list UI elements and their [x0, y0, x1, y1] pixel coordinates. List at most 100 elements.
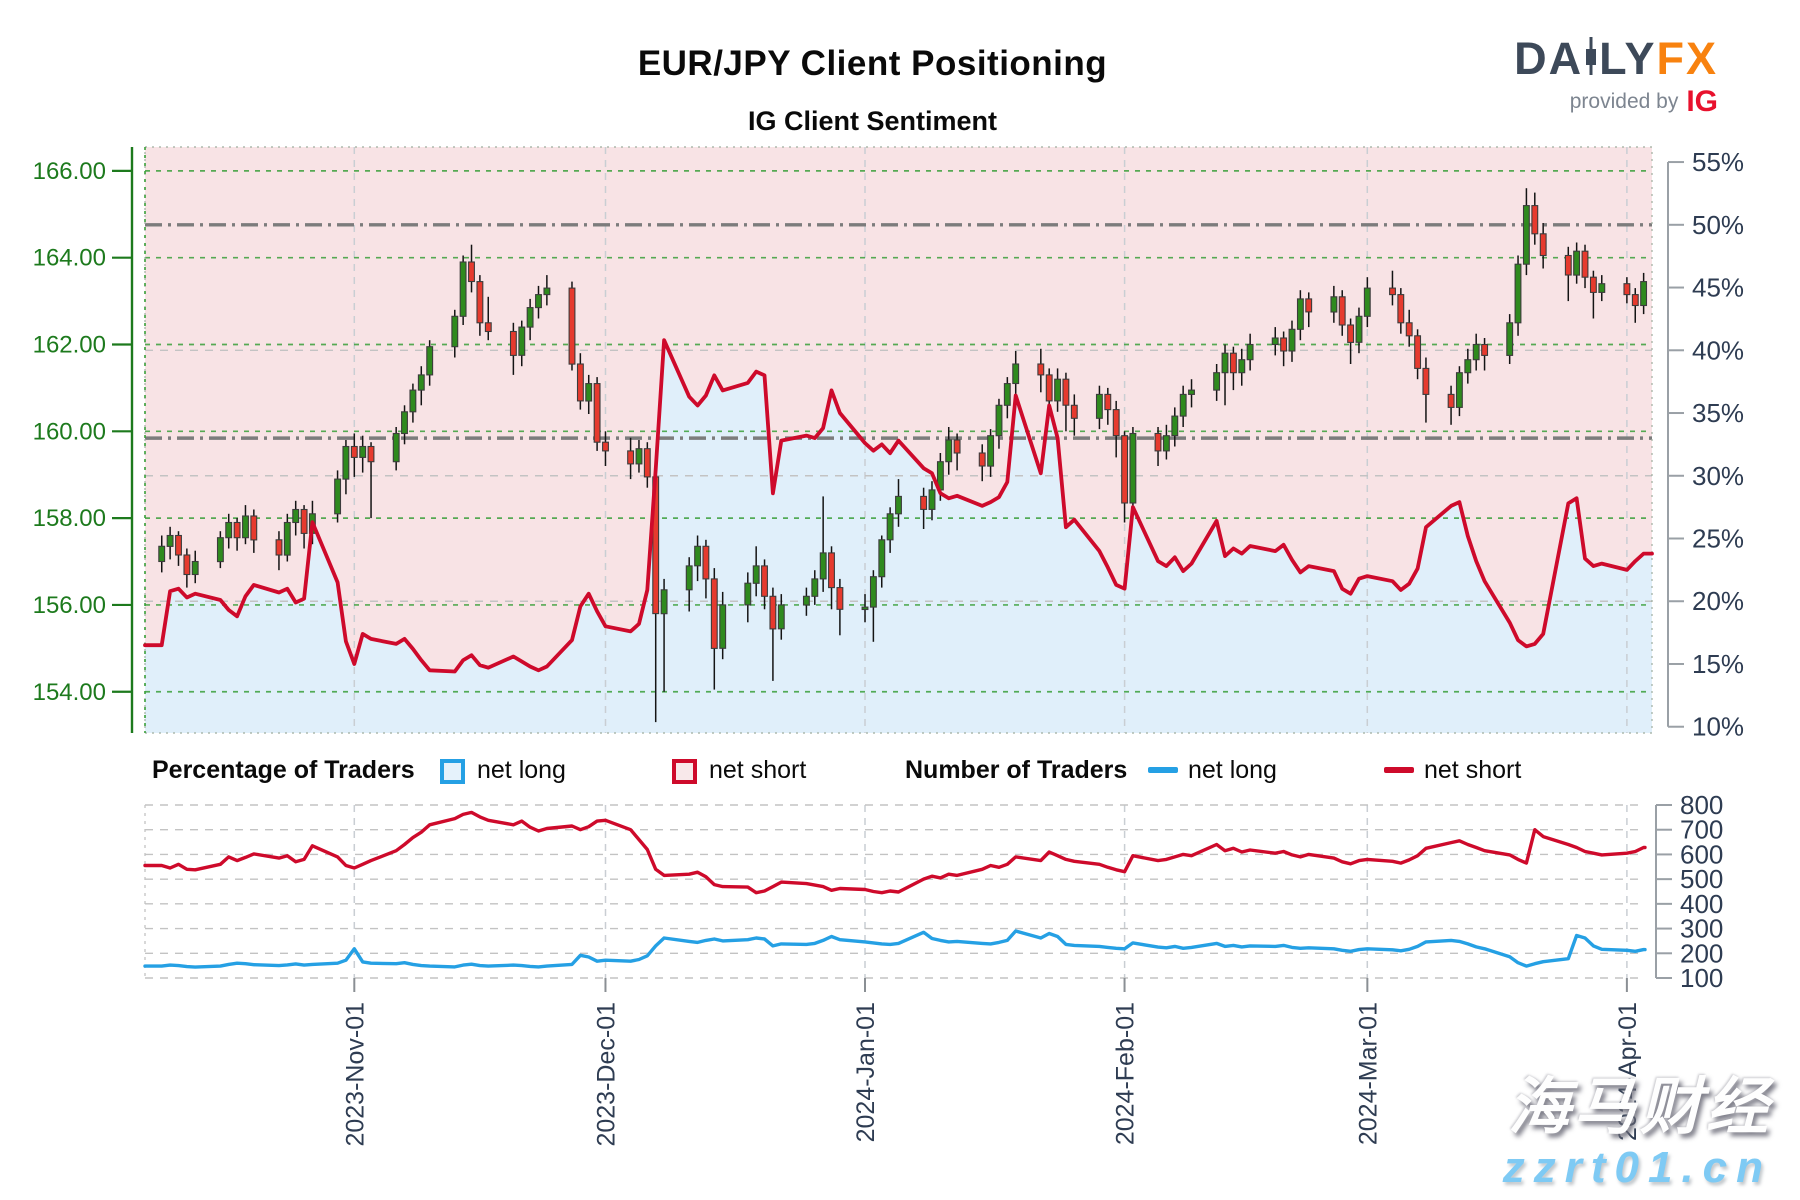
- candle-down: [1531, 205, 1539, 235]
- date-label: 2023-Nov-01: [341, 1002, 369, 1147]
- candle-up: [342, 445, 350, 480]
- traders-net-short-line: [143, 810, 1647, 895]
- candle-down: [769, 595, 777, 630]
- candle-down: [1631, 294, 1639, 307]
- candle-up: [811, 578, 819, 597]
- dailyfx-brand: DA LYFX: [1514, 36, 1718, 83]
- candle-up: [945, 439, 953, 463]
- candle-up: [777, 604, 785, 630]
- candle-down: [1229, 352, 1237, 374]
- net-long-line-swatch: [1148, 767, 1178, 773]
- left-axis-label: 160.00: [33, 418, 106, 445]
- candle-up: [819, 552, 827, 580]
- legend-net-short-num-label: net short: [1424, 756, 1522, 784]
- watermark-url: zzrt01.cn: [1502, 1142, 1772, 1192]
- candle-down: [1447, 393, 1455, 408]
- dailyfx-logo: DA LYFX provided by IG: [1514, 36, 1718, 117]
- candle-up: [995, 404, 1003, 437]
- candle-up: [518, 326, 526, 356]
- candle-up: [895, 495, 902, 515]
- right-axis-label: 15%: [1692, 649, 1744, 679]
- right-axis-label: 45%: [1692, 273, 1744, 303]
- date-label: 2024-Mar-01: [1354, 1002, 1382, 1145]
- candle-up: [886, 513, 894, 541]
- date-label: 2023-Dec-01: [592, 1002, 620, 1147]
- candle-down: [1422, 367, 1430, 395]
- bottom-axis-label: 400: [1680, 889, 1723, 919]
- candle-down: [978, 452, 986, 467]
- candle-up: [744, 582, 752, 606]
- candle-up: [694, 545, 702, 567]
- bottom-axis-label: 100: [1680, 963, 1723, 993]
- plot-border: [144, 146, 1653, 734]
- candle-down: [1397, 294, 1405, 324]
- candle-up: [1355, 315, 1363, 343]
- provided-by-text: provided by: [1569, 90, 1679, 113]
- candle-up: [225, 521, 233, 539]
- candle-down: [1347, 324, 1355, 343]
- candle-down: [568, 287, 576, 365]
- candle-up: [1054, 378, 1062, 402]
- watermark-brand: 海马财经: [1507, 1073, 1772, 1143]
- legend-net-long-pct-label: net long: [477, 756, 566, 784]
- candle-up: [1514, 263, 1522, 324]
- chart-legend: Percentage of Traders net long net short…: [0, 756, 1800, 796]
- left-axis-label: 166.00: [33, 158, 106, 185]
- candle-down: [953, 439, 961, 454]
- date-label: 2024-Jan-01: [852, 1002, 880, 1142]
- candle-up: [1288, 328, 1296, 352]
- candle-down: [710, 578, 718, 649]
- candle-up: [1363, 287, 1371, 317]
- legend-net-long-num-label: net long: [1188, 756, 1277, 784]
- candle-up: [719, 604, 727, 649]
- net-short-line-swatch: [1384, 767, 1414, 773]
- bottom-axis-label: 300: [1680, 914, 1723, 944]
- candle-up: [401, 411, 408, 435]
- net-long-region: [145, 340, 1652, 733]
- candle-up: [1472, 343, 1480, 361]
- candle-up: [1464, 359, 1472, 374]
- candle-up: [1188, 389, 1195, 395]
- bottom-axis-label: 700: [1680, 815, 1723, 845]
- page-title: EUR/JPY Client Positioning: [637, 44, 1108, 83]
- candle-down: [1121, 435, 1129, 504]
- candle-down: [250, 515, 258, 541]
- candle-down: [920, 495, 928, 510]
- candle-up: [426, 346, 434, 376]
- candle-down: [1154, 432, 1162, 452]
- candle-up: [535, 294, 542, 309]
- candle-up: [242, 515, 249, 539]
- candle-up: [1522, 205, 1530, 265]
- candle-down: [1338, 296, 1346, 326]
- candle-up: [1213, 372, 1221, 391]
- candle-up: [392, 432, 400, 463]
- candle-up: [635, 448, 643, 465]
- candle-up: [752, 565, 760, 584]
- candle-up: [928, 489, 936, 510]
- net-long-pct-swatch: [440, 759, 465, 784]
- logo-text-ly: LY: [1599, 33, 1657, 84]
- candle-up: [451, 315, 459, 348]
- candle-down: [1112, 409, 1120, 437]
- candle-down: [367, 445, 375, 463]
- date-label: 2024-Feb-01: [1112, 1002, 1140, 1145]
- bottom-axis-label: 500: [1680, 864, 1723, 894]
- candle-down: [350, 445, 358, 458]
- candle-down: [175, 534, 182, 556]
- logo-text-fx: FX: [1656, 33, 1718, 84]
- candle-down: [1305, 298, 1313, 313]
- right-axis-label: 30%: [1692, 461, 1744, 491]
- candle-down: [1280, 337, 1288, 352]
- net-short-pct-swatch: [672, 759, 697, 784]
- logo-text-da: DA: [1514, 33, 1584, 84]
- candle-up: [526, 307, 534, 328]
- candle-down: [1037, 363, 1045, 376]
- candle-up: [685, 565, 693, 591]
- candle-up: [1221, 352, 1229, 374]
- candle-up: [1296, 298, 1304, 330]
- net-long-pct-line: [143, 338, 1654, 674]
- candle-down: [761, 565, 768, 597]
- candle-up: [334, 478, 342, 515]
- candle-up: [1162, 435, 1170, 452]
